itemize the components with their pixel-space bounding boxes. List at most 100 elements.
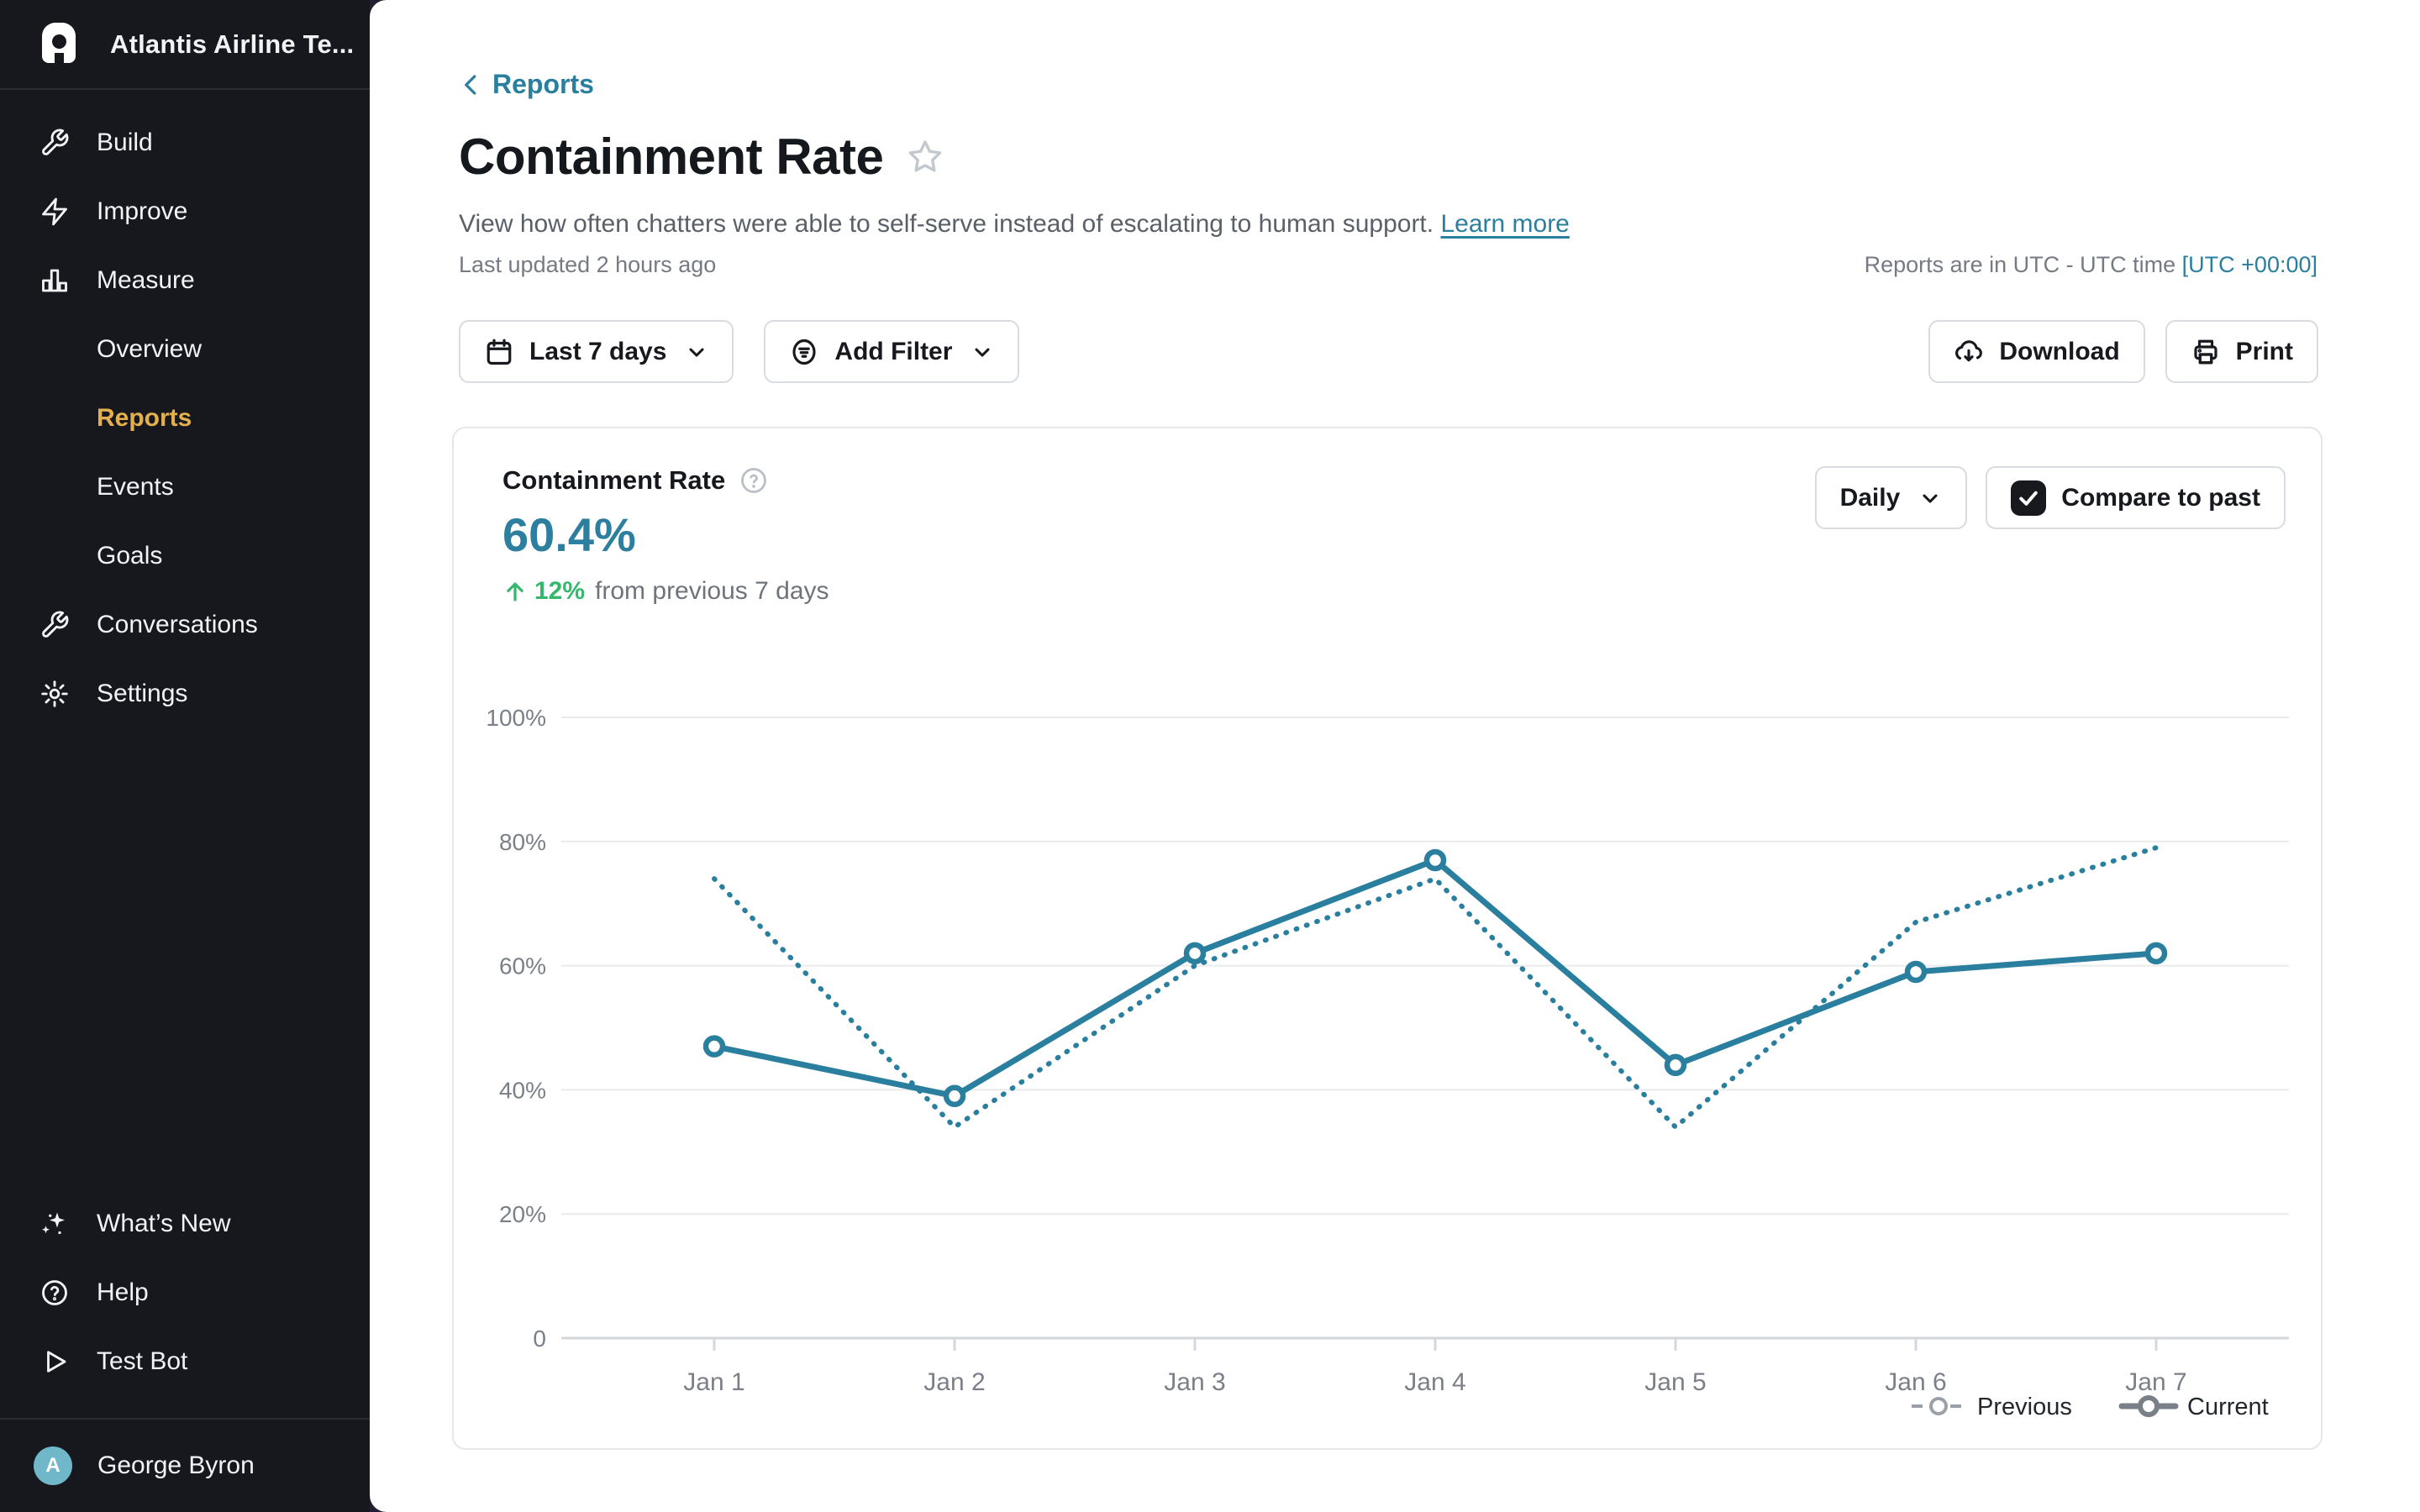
timezone-link[interactable]: [UTC +00:00] — [2181, 252, 2317, 277]
containment-rate-card: 100% 80% 60% 40% 20% 0 Jan 1 Jan 2 Jan 3 Jan 4 Jan… — [452, 427, 2323, 1450]
arrow-up-icon — [502, 579, 528, 604]
play-icon — [39, 1347, 70, 1377]
main-panel: Reports Containment Rate View how often … — [370, 0, 2420, 1512]
x-axis-tick-label: Jan 3 — [1164, 1368, 1225, 1396]
favorite-star-icon[interactable] — [905, 137, 945, 177]
current-point — [702, 1035, 726, 1058]
trend-value: 12% — [534, 577, 586, 605]
legend-label-previous: Previous — [1977, 1394, 2072, 1420]
sidebar-item-improve[interactable]: Improve — [0, 177, 370, 246]
current-point — [2144, 942, 2168, 965]
wrench-icon — [39, 610, 70, 640]
current-point — [1183, 942, 1207, 965]
sidebar-item-reports[interactable]: Reports — [0, 384, 370, 453]
sidebar-item-label: Overview — [97, 335, 203, 363]
sidebar-item-label: Build — [97, 129, 153, 156]
back-link-label: Reports — [492, 69, 594, 99]
checkbox-checked-icon — [2011, 480, 2047, 516]
workspace-name: Atlantis Airline Te... — [110, 29, 355, 59]
chevron-down-icon — [1918, 486, 1942, 510]
sidebar-item-conversations[interactable]: Conversations — [0, 591, 370, 659]
sidebar-item-overview[interactable]: Overview — [0, 315, 370, 384]
user-menu[interactable]: A George Byron — [0, 1418, 370, 1512]
lightning-icon — [39, 197, 70, 227]
x-axis-tick-label: Jan 7 — [2125, 1368, 2186, 1396]
learn-more-link[interactable]: Learn more — [1440, 210, 1570, 238]
page-title: Containment Rate — [459, 129, 884, 185]
card-controls: Daily Compare to past — [1814, 466, 2286, 529]
chevron-down-icon — [685, 340, 708, 364]
sidebar-item-label: Improve — [97, 197, 188, 225]
timezone-note: Reports are in UTC - UTC time [UTC +00:0… — [1865, 252, 2317, 278]
current-point — [943, 1084, 966, 1108]
ada-logo-icon — [36, 19, 85, 70]
x-axis-tick-label: Jan 2 — [923, 1368, 985, 1396]
metric-value: 60.4% — [502, 508, 636, 561]
chevron-left-icon — [459, 72, 484, 97]
y-axis-tick-label: 80% — [499, 829, 546, 855]
x-axis-tick-label: Jan 5 — [1644, 1368, 1706, 1396]
sidebar-item-label: Reports — [97, 404, 192, 432]
page-description: View how often chatters were able to sel… — [459, 210, 1570, 239]
add-filter-button[interactable]: Add Filter — [764, 320, 1020, 383]
sidebar-item-label: Measure — [97, 266, 195, 294]
help-circle-icon[interactable] — [739, 465, 769, 496]
sparkles-icon — [39, 1209, 70, 1239]
sidebar-item-build[interactable]: Build — [0, 108, 370, 177]
last-updated: Last updated 2 hours ago — [459, 252, 717, 277]
sidebar-item-label: Help — [97, 1278, 149, 1306]
timezone-text: Reports are in UTC - UTC time — [1864, 252, 2176, 277]
y-axis-tick-label: 60% — [499, 953, 546, 979]
sidebar-item-help[interactable]: Help — [0, 1258, 370, 1327]
date-range-label: Last 7 days — [529, 337, 667, 365]
sidebar-item-goals[interactable]: Goals — [0, 522, 370, 591]
add-filter-label: Add Filter — [834, 337, 953, 365]
previous-line — [712, 845, 2159, 1130]
user-name: George Byron — [97, 1452, 255, 1479]
current-point — [1664, 1053, 1687, 1077]
avatar: A — [34, 1446, 72, 1485]
date-range-button[interactable]: Last 7 days — [459, 320, 734, 383]
current-point — [1423, 848, 1447, 872]
current-line — [711, 857, 2160, 1100]
x-axis-tick-label: Jan 1 — [683, 1368, 744, 1396]
compare-label: Compare to past — [2061, 483, 2260, 512]
y-axis-tick-label: 20% — [499, 1201, 546, 1227]
sidebar-item-events[interactable]: Events — [0, 453, 370, 522]
sidebar-item-test-bot[interactable]: Test Bot — [0, 1327, 370, 1396]
y-axis-tick-label: 40% — [499, 1077, 546, 1103]
metric-block: Containment Rate 60.4% 12% from previous… — [502, 465, 829, 606]
sidebar-item-measure[interactable]: Measure — [0, 246, 370, 315]
calendar-icon — [484, 337, 514, 367]
sidebar-item-label: Settings — [97, 680, 188, 707]
sidebar-item-label: Events — [97, 473, 174, 501]
compare-to-past-toggle[interactable]: Compare to past — [1986, 466, 2286, 529]
granularity-select[interactable]: Daily — [1814, 466, 1968, 529]
trend-text: from previous 7 days — [595, 577, 829, 605]
containment-rate-chart: 100% 80% 60% 40% 20% 0 Jan 1 Jan 2 Jan 3 Jan 4 Jan… — [486, 705, 2289, 1420]
title-row: Containment Rate — [459, 128, 945, 186]
chevron-down-icon — [971, 340, 994, 364]
sidebar-item-label: Conversations — [97, 611, 258, 638]
sidebar-item-settings[interactable]: Settings — [0, 659, 370, 728]
workspace-switcher[interactable]: Atlantis Airline Te... — [0, 0, 370, 90]
sidebar-nav: Build Improve Measure Overview Reports — [0, 90, 370, 728]
current-point — [1904, 960, 1928, 984]
back-to-reports-link[interactable]: Reports — [459, 69, 594, 100]
sidebar: Atlantis Airline Te... Build Improve Mea… — [0, 0, 370, 1512]
trend-row: 12% from previous 7 days — [502, 577, 829, 606]
sidebar-item-label: Goals — [97, 542, 163, 570]
metric-title: Containment Rate — [502, 465, 726, 495]
gear-icon — [39, 679, 70, 709]
toolbar-left: Last 7 days Add Filter — [459, 320, 1020, 383]
print-label: Print — [2235, 337, 2293, 365]
print-button[interactable]: Print — [2165, 320, 2318, 383]
download-button[interactable]: Download — [1928, 320, 2145, 383]
y-axis-tick-label: 0 — [533, 1326, 546, 1352]
sidebar-item-label: Test Bot — [97, 1347, 188, 1375]
download-cloud-icon — [1954, 337, 1984, 367]
y-axis-tick-label: 100% — [486, 705, 546, 731]
sidebar-item-whats-new[interactable]: What’s New — [0, 1189, 370, 1258]
sidebar-footer: What’s New Help Test Bot — [0, 1189, 370, 1418]
